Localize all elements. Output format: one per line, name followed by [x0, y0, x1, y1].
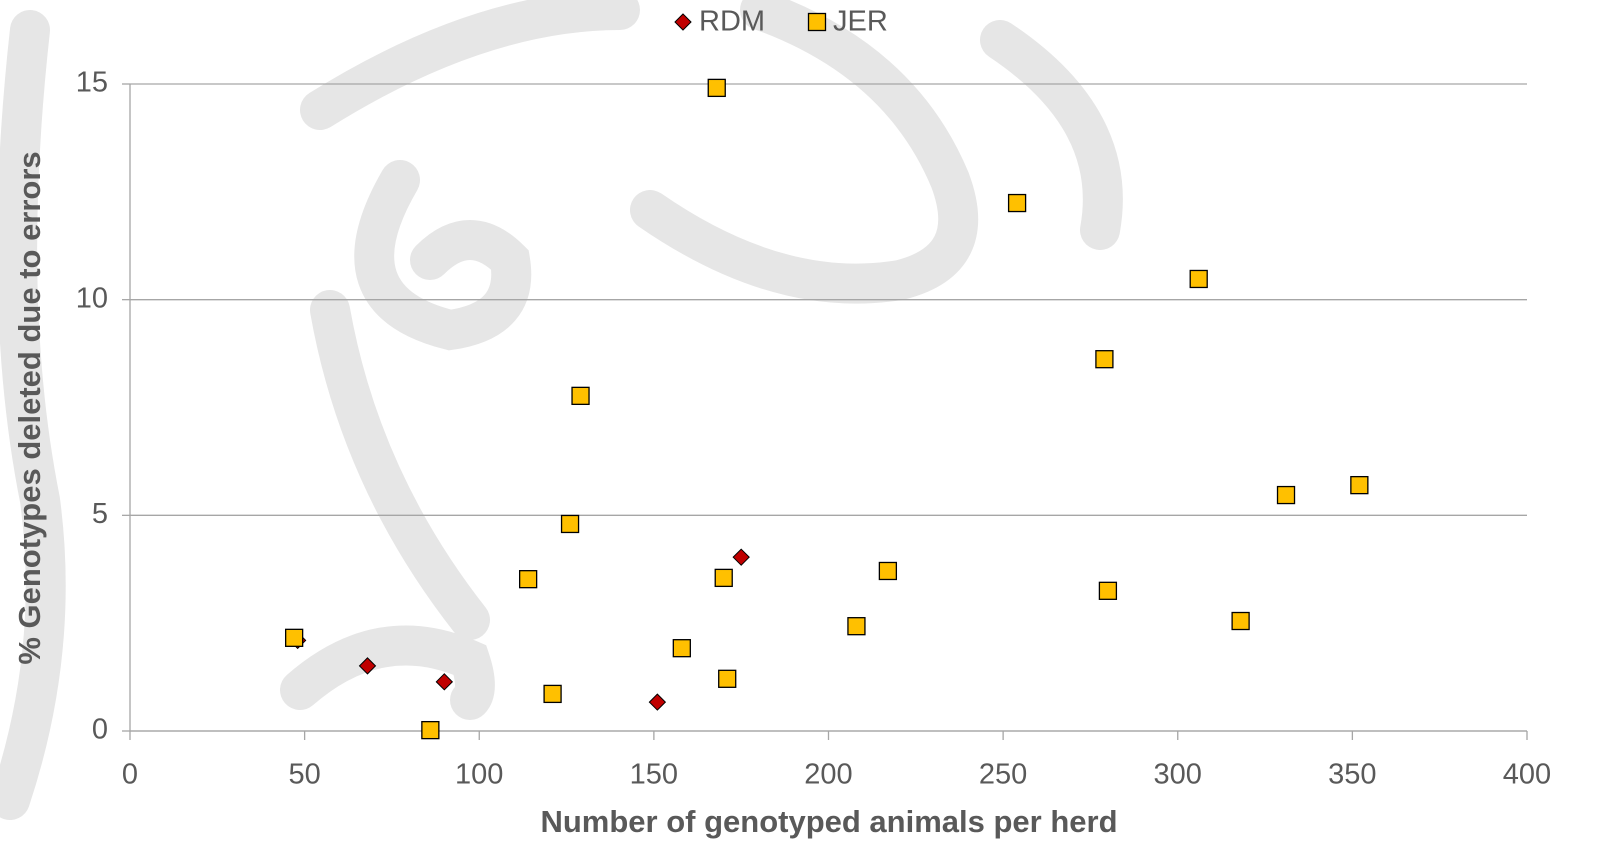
watermark — [10, 10, 1103, 800]
x-tick-label: 250 — [979, 759, 1027, 791]
point — [520, 571, 537, 588]
point — [1351, 477, 1368, 494]
x-axis-title: Number of genotyped animals per herd — [540, 804, 1117, 839]
point — [286, 629, 303, 646]
point — [1099, 582, 1116, 599]
y-tick-label: 15 — [76, 67, 108, 99]
point — [848, 618, 865, 635]
point — [422, 722, 439, 739]
legend-label: JER — [833, 6, 888, 38]
point — [572, 387, 589, 404]
point — [1278, 487, 1295, 504]
point — [1009, 195, 1026, 212]
x-tick-label: 200 — [804, 759, 852, 791]
x-tick-label: 150 — [630, 759, 678, 791]
point — [1190, 270, 1207, 287]
legend-marker — [675, 14, 691, 30]
point — [1096, 351, 1113, 368]
x-tick-label: 50 — [288, 759, 320, 791]
legend-marker — [809, 14, 826, 31]
point — [544, 685, 561, 702]
chart: Number of genotyped animals per herd % G… — [0, 0, 1615, 867]
y-axis-title: % Genotypes deleted due to errors — [12, 151, 47, 664]
point — [719, 670, 736, 687]
x-tick-label: 400 — [1503, 759, 1551, 791]
point — [436, 674, 452, 690]
x-tick-label: 100 — [455, 759, 503, 791]
point — [673, 640, 690, 657]
y-tick-label: 5 — [92, 498, 108, 530]
y-tick-label: 10 — [76, 282, 108, 314]
x-tick-label: 350 — [1328, 759, 1376, 791]
point — [562, 515, 579, 532]
x-tick-label: 0 — [122, 759, 138, 791]
point — [708, 79, 725, 96]
point — [733, 549, 749, 565]
x-tick-label: 300 — [1154, 759, 1202, 791]
y-tick-label: 0 — [92, 714, 108, 746]
point — [879, 562, 896, 579]
legend-label: RDM — [699, 6, 765, 38]
point — [1232, 613, 1249, 630]
point — [649, 694, 665, 710]
point — [715, 569, 732, 586]
